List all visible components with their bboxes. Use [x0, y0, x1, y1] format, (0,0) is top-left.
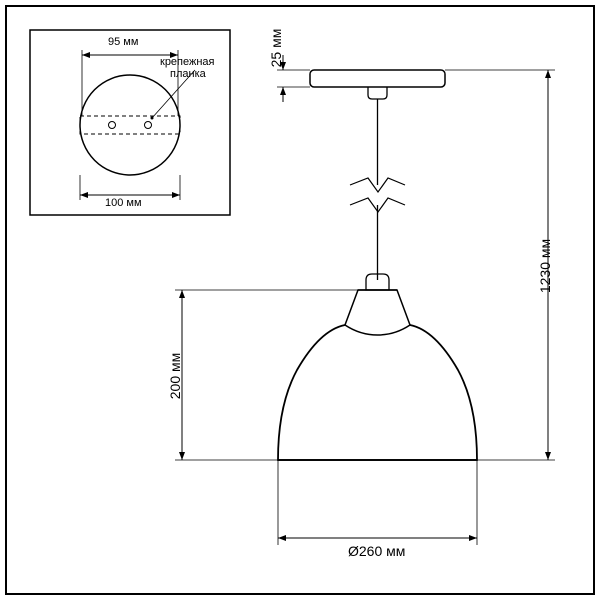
- label-100: 100 мм: [105, 197, 142, 209]
- canopy: [310, 70, 445, 87]
- outer-frame: [6, 6, 594, 594]
- shade-outline: [278, 325, 477, 460]
- technical-drawing: [0, 0, 600, 600]
- label-bracket-1: крепежная: [160, 56, 215, 68]
- label-25: 25 мм: [268, 18, 284, 78]
- mounting-bar: [80, 116, 180, 134]
- lamp-side-view: [278, 70, 477, 460]
- mounting-hole-left: [109, 122, 116, 129]
- label-95: 95 мм: [108, 36, 138, 48]
- label-200: 200 мм: [167, 341, 183, 411]
- label-bracket-2: планка: [170, 68, 206, 80]
- label-260: Ø260 мм: [348, 543, 405, 559]
- lamp-holder: [345, 290, 410, 335]
- label-1230: 1230 мм: [537, 231, 553, 301]
- canopy-connector: [368, 87, 387, 99]
- mounting-hole-right: [145, 122, 152, 129]
- dim-200: [175, 290, 358, 460]
- bracket-circle: [80, 75, 180, 175]
- dim-260: [278, 460, 477, 545]
